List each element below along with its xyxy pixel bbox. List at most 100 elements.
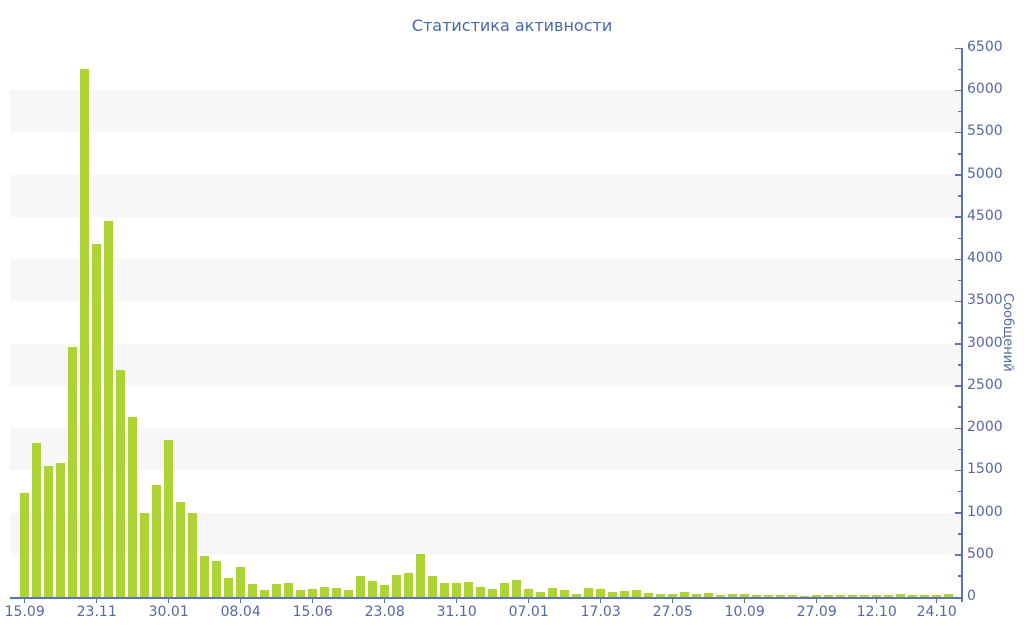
bar[interactable] (319, 586, 330, 597)
bar[interactable] (391, 575, 402, 597)
bar[interactable] (31, 443, 42, 597)
bar[interactable] (67, 346, 78, 597)
bar[interactable] (931, 594, 942, 597)
bar[interactable] (211, 560, 222, 597)
bar[interactable] (763, 594, 774, 597)
y-tick-label: 1000 (967, 503, 1003, 520)
x-tick (600, 599, 602, 603)
bar[interactable] (223, 577, 234, 597)
bar[interactable] (871, 595, 882, 597)
bar[interactable] (403, 573, 414, 597)
y-axis-title: Сообщений (1000, 292, 1015, 372)
bar[interactable] (715, 594, 726, 597)
bar[interactable] (475, 586, 486, 597)
y-tick-label: 3000 (967, 334, 1003, 351)
bar[interactable] (103, 221, 114, 597)
x-tick-label: 15.06 (292, 604, 333, 620)
bar[interactable] (835, 594, 846, 597)
bar[interactable] (595, 588, 606, 597)
bar[interactable] (847, 595, 858, 597)
bar[interactable] (283, 583, 294, 597)
bar[interactable] (679, 592, 690, 597)
bar[interactable] (259, 590, 270, 597)
bar[interactable] (547, 588, 558, 597)
bar[interactable] (427, 576, 438, 597)
x-tick (672, 599, 674, 603)
bar[interactable] (787, 594, 798, 597)
bar[interactable] (727, 593, 738, 597)
bar[interactable] (55, 462, 66, 597)
bar[interactable] (643, 593, 654, 597)
bar[interactable] (631, 590, 642, 597)
bar[interactable] (487, 588, 498, 597)
bar[interactable] (751, 594, 762, 597)
bar[interactable] (295, 589, 306, 597)
bar[interactable] (355, 575, 366, 597)
bar[interactable] (571, 594, 582, 597)
bar[interactable] (619, 591, 630, 597)
x-tick (96, 599, 98, 603)
bar[interactable] (907, 594, 918, 597)
bar[interactable] (583, 587, 594, 597)
bar[interactable] (379, 585, 390, 597)
y-major-tick (955, 427, 961, 430)
bar[interactable] (151, 484, 162, 597)
y-tick-label: 4500 (967, 207, 1003, 224)
bar[interactable] (451, 582, 462, 597)
bar[interactable] (175, 501, 186, 597)
x-tick-label: 30.01 (148, 604, 189, 620)
bar[interactable] (439, 583, 450, 597)
bar[interactable] (775, 595, 786, 597)
bar[interactable] (739, 594, 750, 597)
bar[interactable] (691, 594, 702, 597)
bar[interactable] (163, 439, 174, 597)
bar[interactable] (703, 593, 714, 597)
bar[interactable] (271, 584, 282, 597)
grid-band (10, 90, 961, 133)
bar[interactable] (559, 589, 570, 597)
bar[interactable] (499, 583, 510, 597)
y-minor-tick (958, 279, 961, 282)
bar[interactable] (235, 567, 246, 597)
x-tick (312, 599, 314, 603)
x-tick-label: 07.01 (508, 604, 549, 620)
bar[interactable] (199, 555, 210, 597)
bar[interactable] (19, 493, 30, 597)
bar[interactable] (607, 591, 618, 597)
grid-band (10, 343, 961, 386)
bar[interactable] (823, 595, 834, 597)
bar[interactable] (883, 594, 894, 597)
bar[interactable] (187, 513, 198, 597)
bar[interactable] (463, 581, 474, 597)
bar[interactable] (859, 594, 870, 597)
bar[interactable] (523, 589, 534, 597)
bar[interactable] (79, 69, 90, 597)
bar[interactable] (799, 595, 810, 597)
bar[interactable] (127, 417, 138, 597)
bar[interactable] (343, 590, 354, 597)
y-tick-label: 2500 (967, 376, 1003, 393)
bar[interactable] (655, 593, 666, 597)
y-tick-label: 6000 (967, 81, 1003, 98)
bar[interactable] (919, 594, 930, 597)
y-tick-label: 6500 (967, 39, 1003, 55)
bar[interactable] (367, 581, 378, 597)
bar[interactable] (139, 512, 150, 597)
x-tick (384, 599, 386, 603)
bar[interactable] (307, 589, 318, 597)
bar[interactable] (895, 593, 906, 597)
bar[interactable] (91, 243, 102, 597)
bar[interactable] (811, 595, 822, 597)
bar[interactable] (247, 583, 258, 597)
bar[interactable] (331, 588, 342, 597)
bar[interactable] (511, 580, 522, 597)
bar[interactable] (43, 466, 54, 597)
bar[interactable] (943, 594, 954, 597)
bar[interactable] (535, 592, 546, 597)
bar[interactable] (415, 553, 426, 597)
bar[interactable] (115, 369, 126, 597)
bar[interactable] (667, 594, 678, 597)
y-major-tick (955, 343, 961, 345)
x-tick-label: 17.03 (580, 604, 621, 620)
